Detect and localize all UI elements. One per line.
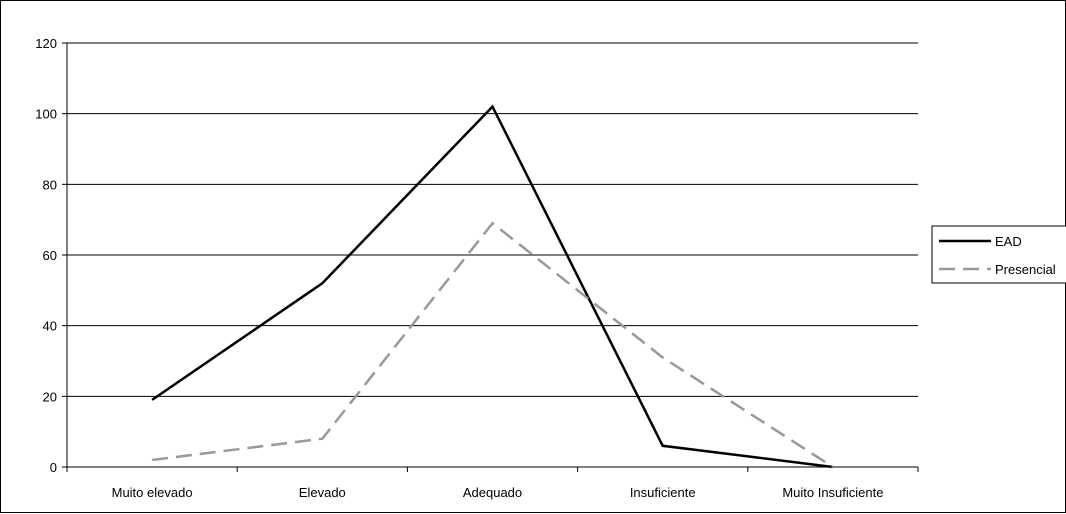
- y-ticks: 0 20 40 60 80 100 120: [35, 36, 67, 475]
- legend-label-presencial: Presencial: [995, 262, 1056, 277]
- x-tick-label: Elevado: [299, 485, 346, 500]
- x-tick-label: Muito Insuficiente: [782, 485, 883, 500]
- series-line-ead: [151, 104, 834, 469]
- y-tick-label: 120: [35, 36, 57, 51]
- series-line-presencial: [151, 221, 834, 469]
- gridlines: [67, 42, 918, 397]
- y-tick-label: 60: [43, 248, 57, 263]
- x-tick-label: Insuficiente: [630, 485, 696, 500]
- legend: EAD Presencial: [931, 225, 1066, 284]
- x-tick-label: Muito elevado: [112, 485, 193, 500]
- legend-box: [931, 225, 1066, 284]
- x-ticks: Muito elevado Elevado Adequado Insuficiente…: [66, 467, 919, 500]
- x-tick-label: Adequado: [463, 485, 522, 500]
- y-tick-label: 40: [43, 319, 57, 334]
- y-tick-label: 0: [50, 460, 57, 475]
- y-tick-label: 100: [35, 107, 57, 122]
- y-tick-label: 20: [43, 389, 57, 404]
- legend-label-ead: EAD: [995, 234, 1022, 249]
- y-tick-label: 80: [43, 177, 57, 192]
- series-lines: [151, 104, 834, 469]
